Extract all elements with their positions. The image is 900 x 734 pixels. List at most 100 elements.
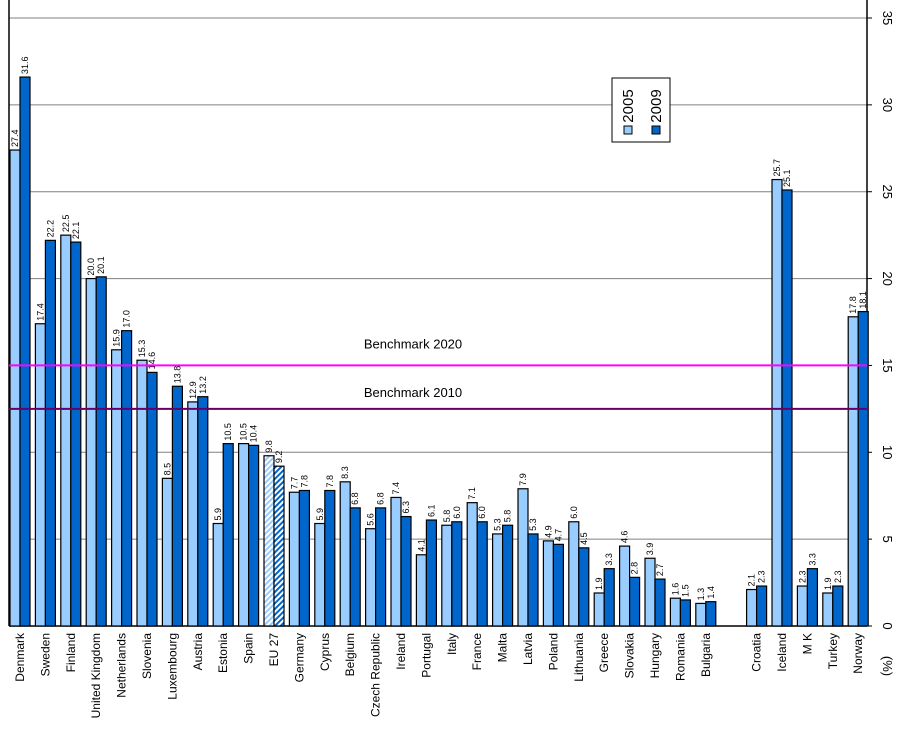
data-label: 4.1 <box>416 539 426 552</box>
bar-2009-portugal <box>425 519 437 627</box>
bar-2005-turkey <box>822 592 834 627</box>
bar-2009-latvia <box>527 533 539 627</box>
data-label: 3.3 <box>604 553 614 566</box>
y-tick-label: 25 <box>880 184 895 198</box>
data-label: 4.6 <box>620 531 630 544</box>
bar-2009-france <box>476 521 488 627</box>
data-label: 1.9 <box>594 577 604 590</box>
category-label: Czech Republic <box>369 633 383 717</box>
bar-2005-united-kingdom <box>85 277 97 627</box>
data-label: 1.3 <box>696 588 706 601</box>
bar-2009-spain <box>248 444 260 627</box>
bar-2005-latvia <box>517 488 529 627</box>
data-label: 12.9 <box>188 381 198 399</box>
category-label: Portugal <box>419 633 433 678</box>
data-label: 15.9 <box>112 329 122 347</box>
data-label: 2.7 <box>655 564 665 577</box>
bar-2005-luxembourg <box>161 477 173 627</box>
bar-2005-croatia <box>745 588 758 627</box>
data-label: 2.3 <box>833 571 843 584</box>
data-label: 1.4 <box>706 586 716 599</box>
data-label: 10.5 <box>239 423 249 441</box>
y-tick-label: 5 <box>880 536 895 543</box>
data-label: 20.0 <box>86 258 96 276</box>
legend-label-2005: 2005 <box>620 89 637 122</box>
data-label: 7.8 <box>325 475 335 488</box>
bar-2005-italy <box>441 524 453 627</box>
data-label: 13.8 <box>172 366 182 384</box>
data-label: 2.3 <box>757 571 767 584</box>
data-label: 4.5 <box>579 532 589 545</box>
category-label: Slovenia <box>140 633 154 679</box>
data-label: 2.8 <box>630 562 640 575</box>
data-label: 6.0 <box>477 506 487 519</box>
legend-swatch-2009 <box>651 125 661 135</box>
data-label: 1.5 <box>680 584 690 597</box>
bar-2009-greece <box>603 568 615 627</box>
data-label: 6.0 <box>452 506 462 519</box>
bar-2009-estonia <box>222 443 234 627</box>
bar-2009-austria <box>197 396 209 627</box>
data-label: 13.2 <box>198 376 208 394</box>
benchmark-2020-label: Benchmark 2020 <box>364 336 462 351</box>
data-label: 6.8 <box>376 492 386 505</box>
bar-2009-belgium <box>349 507 361 627</box>
y-tick-label: 35 <box>880 11 895 25</box>
data-label: 31.6 <box>20 57 30 75</box>
data-label: 6.8 <box>350 492 360 505</box>
data-label: 4.9 <box>543 525 553 538</box>
bar-2009-eu-27 <box>273 465 285 627</box>
category-label: Ireland <box>394 633 408 670</box>
bar-2009-germany <box>298 489 310 627</box>
category-label: Cyprus <box>318 633 332 671</box>
bar-2005-slovakia <box>618 545 631 627</box>
bar-2005-sweden <box>34 323 47 627</box>
data-label: 27.4 <box>10 129 20 147</box>
bar-2009-turkey <box>832 585 844 627</box>
bar-2005-estonia <box>212 522 224 627</box>
bar-2009-slovakia <box>628 576 641 627</box>
bar-2009-lithuania <box>578 547 590 627</box>
data-label: 5.9 <box>213 508 223 521</box>
data-label: 3.3 <box>807 553 817 566</box>
category-label: Denmark <box>13 632 27 682</box>
category-label: Hungary <box>648 633 662 678</box>
data-label: 7.8 <box>299 475 309 488</box>
category-label: Turkey <box>826 633 840 669</box>
bar-2009-cyprus <box>324 489 336 627</box>
category-label: Malta <box>496 633 510 663</box>
bar-2009-bulgaria <box>705 601 717 627</box>
category-label: Poland <box>546 633 560 670</box>
data-label: 10.4 <box>249 425 259 443</box>
bar-2005-portugal <box>415 554 427 627</box>
category-label: Luxembourg <box>165 633 179 700</box>
bar-2009-malta <box>502 524 514 627</box>
category-label: Sweden <box>38 633 52 676</box>
bar-2009-croatia <box>755 585 768 627</box>
data-label: 7.1 <box>467 487 477 500</box>
bar-2009-finland <box>70 241 82 627</box>
data-label: 17.0 <box>122 310 132 328</box>
bar-2005-spain <box>238 443 250 627</box>
data-label: 25.1 <box>782 169 792 187</box>
category-label: Spain <box>242 633 256 664</box>
bar-2009-denmark <box>19 76 31 627</box>
data-label: 22.1 <box>71 222 81 240</box>
category-label: Bulgaria <box>699 633 713 677</box>
bar-2009-norway <box>857 310 869 627</box>
y-tick-label: 10 <box>880 445 895 459</box>
bar-2009-czech-republic <box>375 507 387 627</box>
category-label: Norway <box>851 633 865 674</box>
bar-2005-belgium <box>339 481 351 627</box>
data-label: 17.4 <box>35 303 45 321</box>
data-label: 9.8 <box>264 440 274 453</box>
y-tick-label: 30 <box>880 98 895 112</box>
bar-2005-malta <box>492 533 504 627</box>
data-label: 7.7 <box>289 477 299 490</box>
data-label: 1.6 <box>670 583 680 596</box>
data-label: 5.3 <box>493 518 503 531</box>
category-label: Netherlands <box>115 633 129 698</box>
data-label: 18.1 <box>858 291 868 309</box>
category-label: Italy <box>445 633 459 655</box>
data-label: 2.3 <box>797 571 807 584</box>
